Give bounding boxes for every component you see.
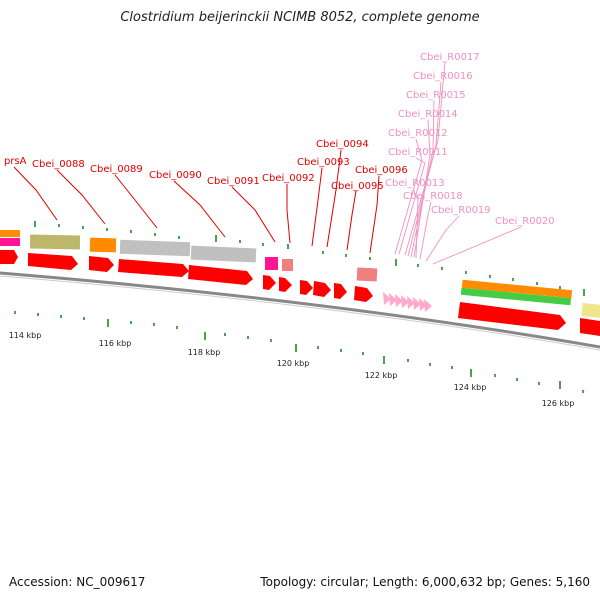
gene-labels: prsA Cbei_0088 Cbei_0089 Cbei_0090 Cbei_… (4, 52, 555, 227)
genome-backbone (0, 271, 600, 349)
gene-label: Cbei_0088 (32, 159, 85, 170)
feature-box (89, 237, 117, 253)
rrna-label: Cbei_R0016 (413, 71, 473, 82)
gene-label: Cbei_0089 (90, 164, 143, 175)
gene-leaders (13, 149, 380, 254)
rrna-arrow (389, 293, 397, 306)
rrna-label: Cbei_R0015 (406, 90, 466, 101)
gene-label: Cbei_0093 (297, 157, 350, 168)
cds-arrow (28, 253, 78, 270)
gene-label: Cbei_0092 (262, 173, 315, 184)
topology-text: Topology: circular; Length: 6,000,632 bp… (260, 575, 590, 589)
rrna-label: Cbei_R0011 (388, 147, 448, 158)
scale-label: 124 kbp (454, 383, 487, 392)
feature-box (460, 287, 572, 306)
rrna-leaders (394, 61, 522, 265)
inner-ticks (34, 221, 585, 296)
feature-box (356, 267, 378, 282)
scale-label: 122 kbp (365, 371, 398, 380)
gene-label: Cbei_0095 (331, 181, 384, 192)
accession-text: Accession: NC_009617 (9, 575, 146, 589)
scale-labels: 114 kbp 116 kbp 118 kbp 120 kbp 122 kbp … (9, 331, 575, 408)
cds-arrow (300, 280, 313, 295)
feature-box (265, 257, 278, 270)
gene-label: prsA (4, 156, 27, 167)
feature-box (119, 239, 191, 257)
scale-label: 120 kbp (277, 359, 310, 368)
rrna-arrows (383, 292, 432, 312)
rrna-label: Cbei_R0014 (398, 109, 458, 120)
feature-box (282, 259, 293, 271)
gene-label: Cbei_0096 (355, 165, 408, 176)
feature-box (461, 279, 573, 299)
rrna-label: Cbei_R0018 (403, 191, 463, 202)
cds-arrow (188, 265, 253, 285)
cds-arrow (263, 275, 276, 290)
scale-label: 126 kbp (542, 399, 575, 408)
cds-arrow (354, 286, 373, 302)
genome-backbone-shadow (0, 275, 600, 351)
feature-boxes (0, 230, 600, 319)
rrna-arrow (413, 297, 421, 310)
feature-box (581, 302, 600, 319)
feature-box (29, 234, 81, 250)
feature-box (0, 238, 20, 246)
rrna-arrow (424, 299, 432, 312)
cds-arrows (0, 250, 600, 336)
cds-arrow (279, 277, 292, 292)
cds-arrow (580, 318, 600, 336)
rrna-label: Cbei_R0019 (431, 205, 491, 216)
cds-arrow (334, 283, 347, 299)
rrna-label: Cbei_R0013 (385, 178, 445, 189)
gene-label: Cbei_0094 (316, 139, 369, 150)
cds-arrow (458, 302, 566, 330)
cds-arrow (0, 250, 18, 264)
feature-box (190, 245, 257, 263)
rrna-arrow (401, 295, 409, 308)
rrna-label: Cbei_R0017 (420, 52, 480, 63)
map-title: Clostridium beijerinckii NCIMB 8052, com… (120, 10, 480, 25)
feature-box (0, 230, 20, 237)
scale-label: 114 kbp (9, 331, 42, 340)
rrna-arrow (419, 298, 427, 311)
scale-ticks (14, 311, 584, 393)
cds-arrow (118, 259, 189, 277)
rrna-label: Cbei_R0020 (495, 216, 555, 227)
rrna-arrow (383, 292, 391, 305)
gene-label: Cbei_0091 (207, 176, 260, 187)
cds-arrow (89, 256, 114, 272)
scale-label: 118 kbp (188, 348, 221, 357)
rrna-arrow (407, 296, 415, 309)
scale-label: 116 kbp (99, 339, 132, 348)
rrna-label: Cbei_R0012 (388, 128, 448, 139)
cds-arrow (313, 281, 331, 297)
gene-label: Cbei_0090 (149, 170, 202, 181)
rrna-arrow (395, 294, 403, 307)
